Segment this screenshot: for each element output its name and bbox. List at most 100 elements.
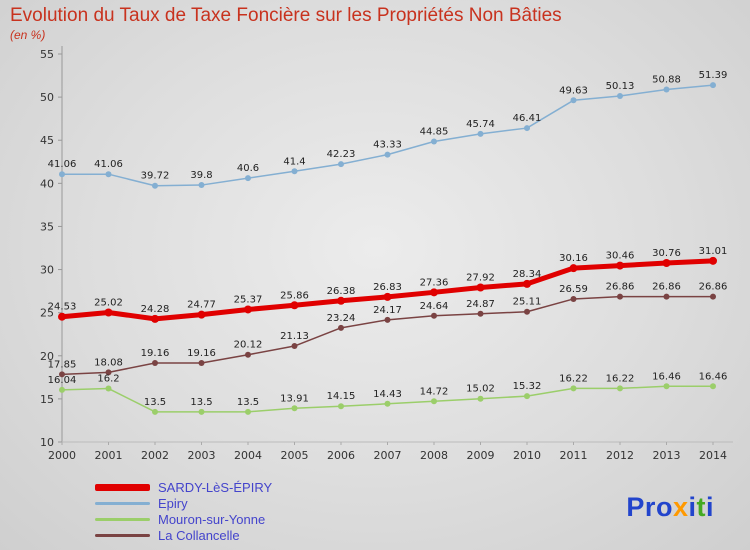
data-point <box>105 171 112 178</box>
data-point <box>477 395 484 402</box>
point-label: 24.77 <box>187 300 216 311</box>
x-tick-label: 2011 <box>560 449 588 462</box>
point-label: 30.46 <box>606 251 635 262</box>
point-label: 30.76 <box>652 248 681 259</box>
point-label: 41.06 <box>48 159 77 170</box>
point-label: 40.6 <box>237 163 259 174</box>
logo-letter: t <box>696 492 706 522</box>
data-point <box>431 138 437 145</box>
x-tick-label: 2008 <box>420 449 448 462</box>
y-tick-label: 50 <box>40 91 54 104</box>
point-label: 46.41 <box>513 113 542 124</box>
data-point <box>198 408 205 415</box>
data-point <box>710 383 716 390</box>
legend-label: SARDY-LèS-ÉPIRY <box>158 479 273 495</box>
point-label: 16.04 <box>48 375 77 386</box>
y-tick-label: 45 <box>40 134 54 147</box>
point-label: 16.46 <box>652 371 681 382</box>
point-label: 27.92 <box>466 272 495 283</box>
data-point <box>524 308 530 315</box>
point-label: 26.38 <box>327 286 356 297</box>
y-tick-label: 20 <box>40 350 54 363</box>
point-label: 16.2 <box>97 374 119 385</box>
point-label: 27.36 <box>420 277 449 288</box>
data-point <box>105 385 112 392</box>
logo-letter: x <box>672 492 689 522</box>
data-point <box>663 383 670 390</box>
data-point <box>709 256 717 265</box>
point-label: 44.85 <box>420 127 449 138</box>
point-label: 14.15 <box>327 391 356 402</box>
data-point <box>710 293 716 300</box>
x-tick-label: 2014 <box>699 449 727 462</box>
data-point <box>291 405 298 412</box>
data-point <box>59 386 65 393</box>
data-point <box>430 288 438 297</box>
y-tick-label: 10 <box>40 436 54 449</box>
point-label: 13.5 <box>190 397 212 408</box>
legend-line-sample <box>95 483 150 491</box>
chart-subtitle: (en %) <box>10 28 46 42</box>
x-tick-label: 2003 <box>188 449 216 462</box>
point-label: 50.88 <box>652 75 681 86</box>
data-point <box>104 308 113 317</box>
point-label: 16.22 <box>606 373 635 384</box>
data-point <box>663 293 670 300</box>
point-label: 26.83 <box>373 282 402 293</box>
point-label: 25.86 <box>280 290 309 301</box>
x-tick-label: 2001 <box>95 449 123 462</box>
point-label: 13.5 <box>144 397 166 408</box>
data-point <box>616 261 624 270</box>
x-tick-label: 2013 <box>653 449 681 462</box>
logo-letter: o <box>655 492 673 522</box>
point-label: 43.33 <box>373 140 402 151</box>
legend-item-1: Epiry <box>95 495 272 511</box>
data-point <box>291 343 298 350</box>
data-point <box>152 408 158 415</box>
data-point <box>197 310 206 319</box>
data-point <box>245 351 251 358</box>
point-label: 28.34 <box>513 269 542 280</box>
point-label: 26.59 <box>559 284 588 295</box>
point-label: 18.08 <box>94 357 123 368</box>
y-tick-label: 55 <box>40 48 54 61</box>
point-label: 25.02 <box>94 297 123 308</box>
point-label: 41.4 <box>283 156 305 167</box>
data-point <box>198 182 205 189</box>
data-point <box>570 97 577 104</box>
logo-letter: r <box>644 492 656 522</box>
chart-header: Evolution du Taux de Taxe Foncière sur l… <box>0 0 750 42</box>
y-tick-label: 25 <box>40 307 54 320</box>
point-label: 31.01 <box>699 246 728 257</box>
point-label: 16.22 <box>559 373 588 384</box>
data-point <box>477 130 484 137</box>
point-label: 42.23 <box>327 149 356 160</box>
chart-title: Evolution du Taux de Taxe Foncière sur l… <box>10 5 562 26</box>
logo-letter: i <box>688 492 697 522</box>
data-point <box>710 82 716 89</box>
point-label: 24.53 <box>48 302 77 313</box>
x-tick-label: 2002 <box>141 449 169 462</box>
point-label: 45.74 <box>466 119 495 130</box>
point-label: 17.85 <box>48 359 77 370</box>
data-point <box>59 371 65 378</box>
logo-letter: P <box>626 492 645 522</box>
data-point <box>663 86 670 93</box>
data-point <box>152 182 158 189</box>
legend-line-sample <box>95 517 150 521</box>
point-label: 24.17 <box>373 305 402 316</box>
proxiti-logo[interactable]: Proxiti <box>626 492 714 523</box>
data-point <box>291 168 298 175</box>
x-tick-label: 2005 <box>281 449 309 462</box>
data-point <box>570 385 577 392</box>
data-point <box>477 310 484 317</box>
x-tick-label: 2004 <box>234 449 262 462</box>
data-point <box>617 293 623 300</box>
x-tick-label: 2009 <box>467 449 495 462</box>
legend-label: Epiry <box>158 495 188 511</box>
point-label: 20.12 <box>234 340 263 351</box>
legend-item-0: SARDY-LèS-ÉPIRY <box>95 479 272 495</box>
data-point <box>476 283 485 292</box>
data-point <box>151 314 159 323</box>
data-point <box>338 403 344 410</box>
